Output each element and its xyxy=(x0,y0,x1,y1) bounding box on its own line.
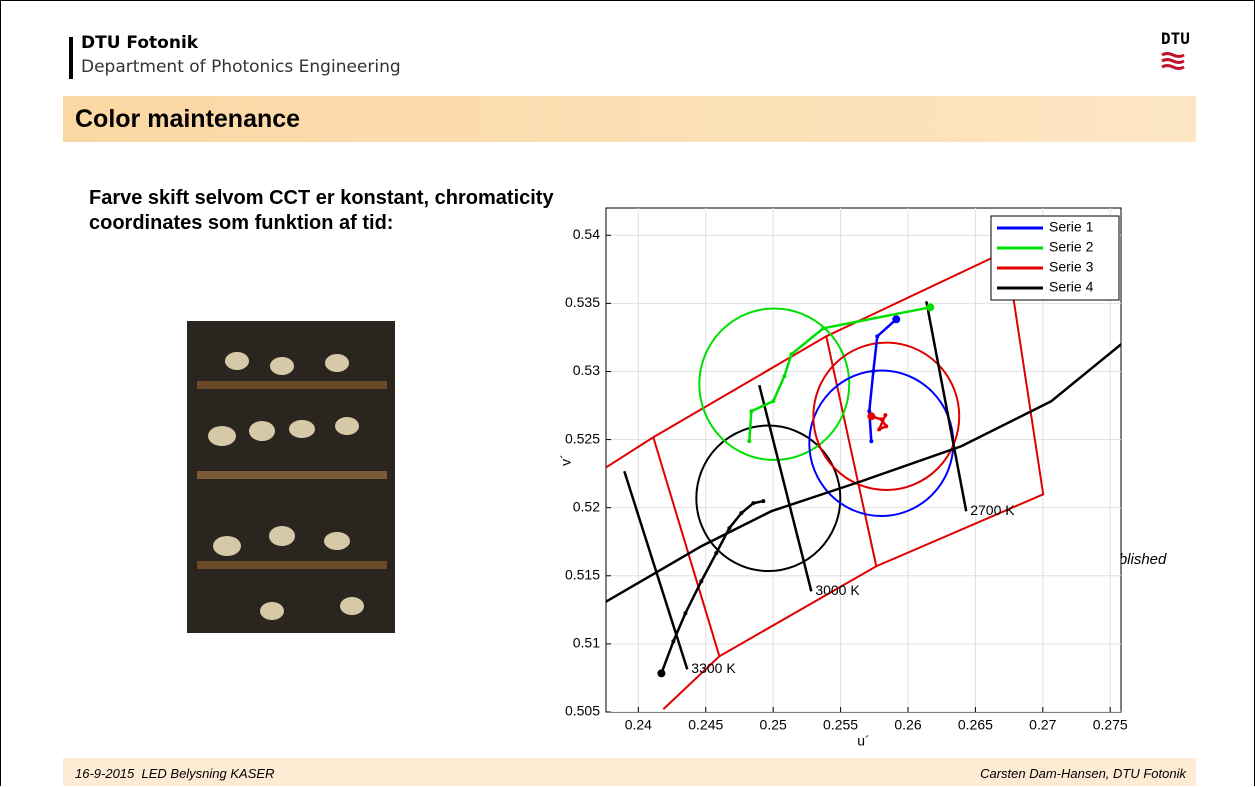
y-tick-label: 0.515 xyxy=(565,566,600,582)
series-point xyxy=(727,526,731,530)
x-tick-label: 0.26 xyxy=(894,717,921,733)
y-tick-label: 0.54 xyxy=(573,226,600,242)
series-point xyxy=(739,511,743,515)
series-point xyxy=(699,579,703,583)
legend-label: Serie 2 xyxy=(1049,239,1094,255)
isotherm-label: 3300 K xyxy=(691,660,736,676)
series-point xyxy=(821,326,825,330)
slide: DTU Fotonik Department of Photonics Engi… xyxy=(0,0,1255,786)
series-point xyxy=(747,439,751,443)
legend-label: Serie 1 xyxy=(1049,219,1094,235)
series-point xyxy=(877,427,881,431)
series-point xyxy=(714,551,718,555)
x-tick-label: 0.245 xyxy=(688,717,723,733)
legend-label: Serie 3 xyxy=(1049,259,1094,275)
y-tick-label: 0.52 xyxy=(573,498,600,514)
x-axis-label: u´ xyxy=(857,733,869,749)
series-point xyxy=(871,369,875,373)
series-point xyxy=(749,409,753,413)
isotherm-label: 2700 K xyxy=(970,502,1015,518)
series-point xyxy=(782,374,786,378)
series-point xyxy=(751,501,755,505)
series-point xyxy=(761,499,765,503)
series-point xyxy=(892,315,900,323)
x-tick-label: 0.265 xyxy=(958,717,993,733)
y-tick-label: 0.51 xyxy=(573,635,600,651)
y-tick-label: 0.525 xyxy=(565,430,600,446)
series-point xyxy=(879,417,883,421)
series-point xyxy=(657,669,665,677)
series-point xyxy=(683,611,687,615)
legend-label: Serie 4 xyxy=(1049,279,1094,295)
x-tick-label: 0.25 xyxy=(760,717,787,733)
series-point xyxy=(883,413,887,417)
series-point xyxy=(867,412,875,420)
y-tick-label: 0.53 xyxy=(573,362,600,378)
y-axis-label: v´ xyxy=(558,454,574,466)
series-point xyxy=(926,303,934,311)
x-tick-label: 0.255 xyxy=(823,717,858,733)
series-point xyxy=(884,424,888,428)
series-point xyxy=(771,399,775,403)
series-point xyxy=(789,352,793,356)
y-tick-label: 0.535 xyxy=(565,294,600,310)
x-tick-label: 0.275 xyxy=(1093,717,1128,733)
chart: 0.24 0.245 0.25 0.255 0.26 0.265 0.27 0.275 0.50… xyxy=(1,1,1254,786)
series-point xyxy=(671,639,675,643)
x-tick-label: 0.27 xyxy=(1029,717,1056,733)
series-point xyxy=(869,439,873,443)
y-tick-label: 0.505 xyxy=(565,703,600,719)
x-tick-label: 0.24 xyxy=(625,717,652,733)
series-point xyxy=(875,334,879,338)
isotherm-label: 3000 K xyxy=(815,582,860,598)
